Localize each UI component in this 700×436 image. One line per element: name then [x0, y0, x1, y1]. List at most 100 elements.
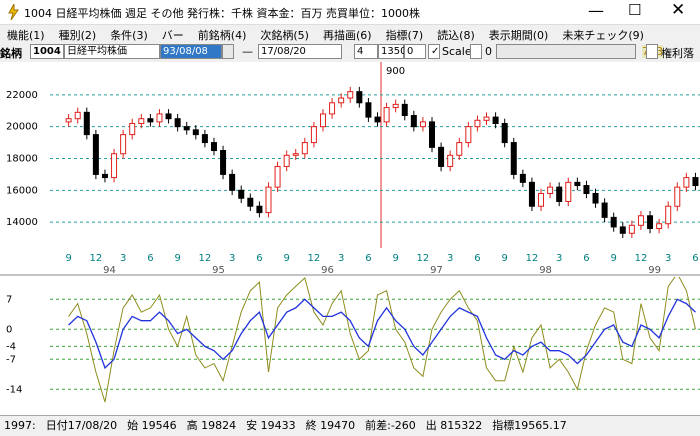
- field-1[interactable]: 4: [354, 44, 378, 59]
- x-tick-label: 12: [199, 253, 212, 264]
- cursor-label: 900: [386, 66, 405, 77]
- y-tick-label: 20000: [6, 122, 38, 133]
- candle-body: [637, 215, 644, 226]
- candle-body: [183, 126, 190, 131]
- x-tick-label: 6: [147, 253, 153, 264]
- year-label: 97: [430, 265, 443, 276]
- candle-body: [274, 165, 281, 188]
- candle-body: [301, 142, 308, 155]
- x-tick-label: 12: [635, 253, 648, 264]
- range-dash: —: [242, 45, 253, 58]
- candle-body: [65, 118, 72, 123]
- x-tick-label: 12: [308, 253, 321, 264]
- status-item: 終 19470: [305, 419, 356, 432]
- field-3[interactable]: 0: [404, 44, 426, 59]
- indicator-line: [68, 298, 696, 370]
- menu-item[interactable]: 次銘柄(5): [260, 29, 309, 42]
- scale-checkbox[interactable]: ✓: [428, 44, 440, 59]
- x-tick-label: 6: [256, 253, 262, 264]
- candle-body: [365, 102, 372, 118]
- x-tick-label: 3: [556, 253, 562, 264]
- maximize-button[interactable]: ☐: [628, 1, 642, 19]
- y-tick-label: 7: [6, 294, 12, 305]
- candle-body: [601, 202, 608, 218]
- menu-bar: 機能(1) 種別(2) 条件(3) バー 前銘柄(4) 次銘柄(5) 再描画(6) 指標(7)…: [0, 25, 700, 42]
- x-tick-label: 3: [665, 253, 671, 264]
- candle-body: [447, 154, 454, 167]
- candle-body: [583, 185, 590, 194]
- menu-item[interactable]: 表示期間(0): [488, 29, 549, 42]
- candle-body: [201, 134, 208, 144]
- x-tick-label: 12: [526, 253, 539, 264]
- candle-body: [292, 153, 299, 156]
- candle-body: [592, 192, 599, 204]
- menu-item[interactable]: 条件(3): [110, 29, 148, 42]
- y-tick-label: -4: [6, 341, 16, 352]
- menu-item[interactable]: 再描画(6): [322, 29, 372, 42]
- x-tick-label: 9: [501, 253, 507, 264]
- menu-item[interactable]: 指標(7): [385, 29, 424, 42]
- x-tick-label: 3: [447, 253, 453, 264]
- candle-body: [120, 134, 127, 155]
- x-tick-label: 3: [338, 253, 344, 264]
- candle-body: [347, 91, 354, 99]
- candle-body: [683, 177, 690, 188]
- start-date[interactable]: 93/08/08: [160, 44, 222, 59]
- candle-body: [283, 154, 290, 167]
- candle-body: [538, 192, 545, 207]
- field-2[interactable]: 1350: [378, 44, 406, 59]
- candle-body: [210, 142, 217, 152]
- y-tick-label: -14: [6, 384, 22, 395]
- code-label: 銘柄: [0, 47, 22, 60]
- checkbox[interactable]: [470, 44, 482, 59]
- year-label: 98: [539, 265, 552, 276]
- y-tick-label: 0: [6, 324, 12, 335]
- candle-body: [74, 111, 81, 120]
- menu-item[interactable]: 読込(8): [437, 29, 475, 42]
- scrollbar[interactable]: [496, 44, 636, 59]
- candle-body: [138, 118, 145, 124]
- indicator-line: [68, 277, 696, 403]
- x-tick-label: 6: [474, 253, 480, 264]
- x-tick-label: 9: [65, 253, 71, 264]
- candle-body: [647, 215, 654, 230]
- candle-body: [665, 205, 672, 225]
- candle-body: [483, 116, 490, 121]
- title-bar: 1004 日経平均株価 週足 その他 発行株：千株 資本金：百万 売買単位：10…: [0, 0, 700, 25]
- year-label: 95: [212, 265, 225, 276]
- y-tick-label: 16000: [6, 185, 38, 196]
- rights-label: 権利落: [661, 47, 694, 60]
- x-tick-label: 12: [417, 253, 430, 264]
- window-title: 1004 日経平均株価 週足 その他 発行株：千株 資本金：百万 売買単位：10…: [24, 7, 420, 20]
- menu-item[interactable]: 種別(2): [58, 29, 97, 42]
- code-input[interactable]: 1004: [30, 44, 64, 59]
- menu-item[interactable]: 前銘柄(4): [197, 29, 247, 42]
- x-tick-label: 9: [283, 253, 289, 264]
- menu-item[interactable]: 機能(1): [7, 29, 45, 42]
- rights-checkbox[interactable]: [646, 44, 658, 59]
- candle-body: [356, 91, 363, 104]
- candle-body: [256, 205, 263, 214]
- year-label: 96: [321, 265, 334, 276]
- candle-body: [329, 102, 336, 115]
- candle-body: [610, 216, 617, 228]
- candle-body: [220, 150, 227, 175]
- status-item: 高 19824: [186, 419, 237, 432]
- name-input[interactable]: 日経平均株価: [64, 44, 160, 59]
- indicator-lines: [68, 277, 696, 403]
- x-tick-label: 6: [583, 253, 589, 264]
- candle-body: [401, 103, 408, 117]
- minimize-button[interactable]: —: [588, 1, 604, 20]
- candle-body: [192, 129, 199, 136]
- candle-body: [656, 223, 663, 230]
- menu-item[interactable]: バー: [161, 29, 184, 42]
- menu-item[interactable]: 未来チェック(9): [562, 29, 644, 42]
- close-button[interactable]: ✕: [671, 0, 686, 20]
- toolbar: 銘柄 1004 日経平均株価 93/08/08 — 17/08/20 4 135…: [0, 43, 700, 62]
- spin-button[interactable]: [222, 44, 234, 59]
- end-date[interactable]: 17/08/20: [258, 44, 342, 59]
- x-tick-label: 12: [90, 253, 103, 264]
- status-item: 前差:-260: [365, 419, 416, 432]
- candle-body: [265, 186, 272, 214]
- app-icon: [8, 4, 19, 20]
